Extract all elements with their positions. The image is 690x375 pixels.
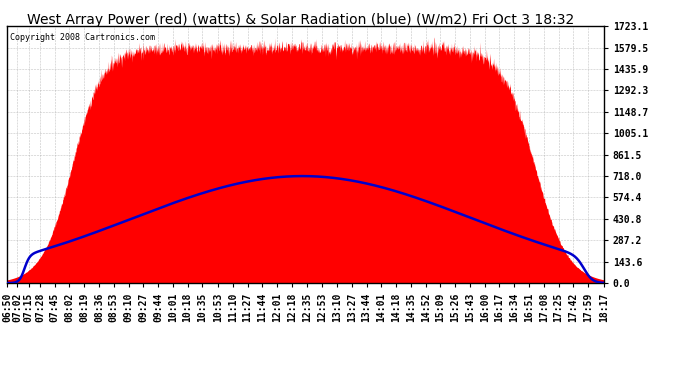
- Text: West Array Power (red) (watts) & Solar Radiation (blue) (W/m2) Fri Oct 3 18:32: West Array Power (red) (watts) & Solar R…: [26, 13, 574, 27]
- Text: Copyright 2008 Cartronics.com: Copyright 2008 Cartronics.com: [10, 33, 155, 42]
